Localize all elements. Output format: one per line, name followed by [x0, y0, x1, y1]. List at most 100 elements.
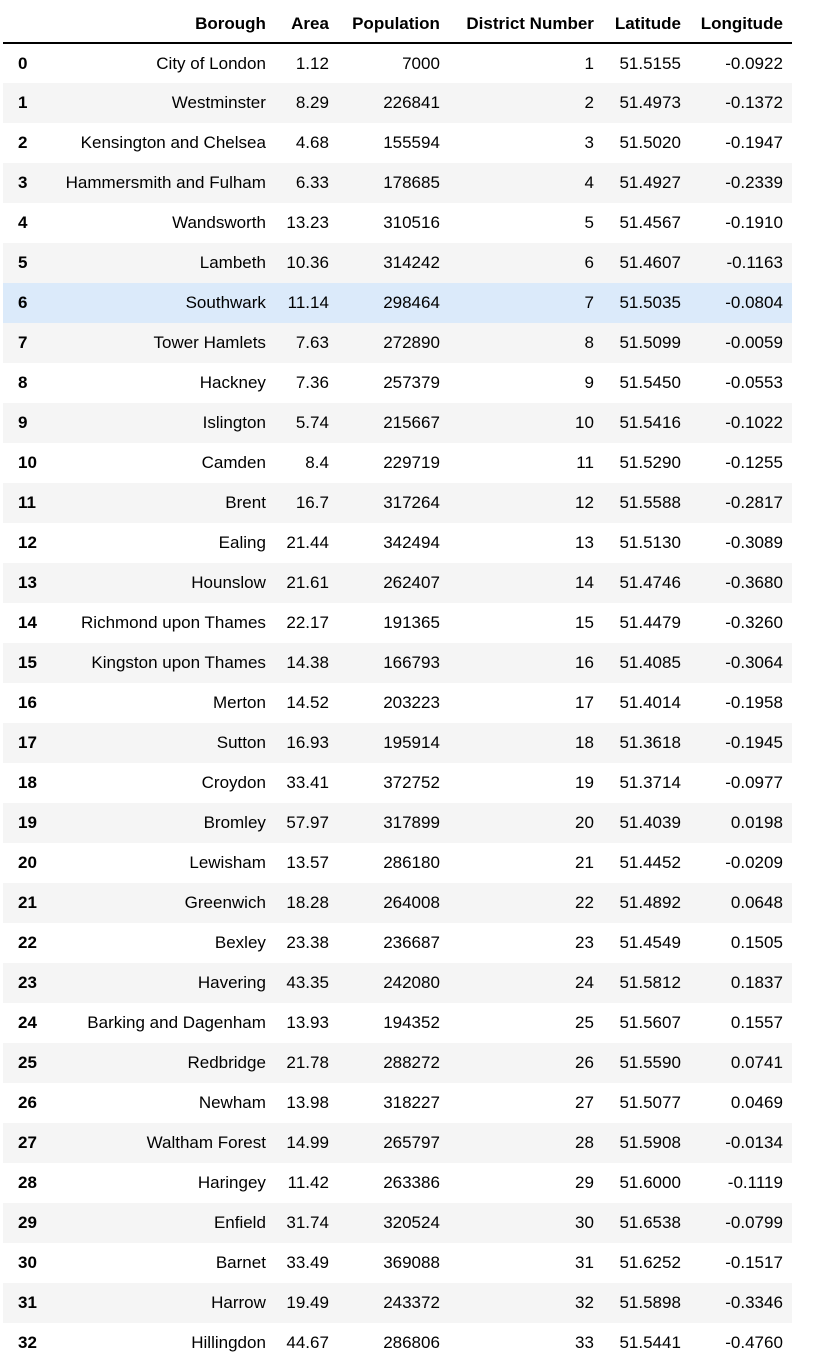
table-row: 20 Lewisham 13.57 286180 21 51.4452 -0.0209 [3, 843, 792, 883]
row-index: 27 [18, 1133, 37, 1152]
district-number-cell: 23 [575, 933, 594, 952]
population-cell: 264008 [383, 893, 440, 912]
borough-table: Borough Area Population District Number … [3, 5, 792, 1363]
borough-cell: Hounslow [191, 573, 266, 592]
borough-cell: Lewisham [189, 853, 266, 872]
area-cell: 22.17 [286, 613, 329, 632]
latitude-cell: 51.3618 [619, 733, 681, 752]
population-cell: 257379 [383, 373, 440, 392]
latitude-cell: 51.4746 [619, 573, 681, 592]
area-cell: 11.42 [287, 1173, 329, 1192]
longitude-cell: -0.1163 [726, 253, 783, 272]
table-row: 19 Bromley 57.97 317899 20 51.4039 0.0198 [3, 803, 792, 843]
longitude-cell: -0.0059 [725, 333, 783, 352]
table-row: 22 Bexley 23.38 236687 23 51.4549 0.1505 [3, 923, 792, 963]
latitude-cell: 51.4973 [619, 93, 681, 112]
area-cell: 21.61 [286, 573, 329, 592]
table-row: 2 Kensington and Chelsea 4.68 155594 3 51.502… [3, 123, 792, 163]
row-index: 15 [18, 653, 37, 672]
district-number-cell: 18 [575, 733, 594, 752]
population-cell: 262407 [383, 573, 440, 592]
row-index: 20 [18, 853, 37, 872]
borough-cell: Richmond upon Thames [81, 613, 266, 632]
borough-cell: Hammersmith and Fulham [65, 173, 266, 192]
borough-cell: Islington [202, 413, 266, 432]
row-index: 7 [18, 333, 28, 352]
population-cell: 318227 [383, 1093, 440, 1112]
district-number-cell: 32 [575, 1293, 594, 1312]
longitude-cell: -0.3089 [725, 533, 783, 552]
table-row: 27 Waltham Forest 14.99 265797 28 51.5908 -0.0… [3, 1123, 792, 1163]
borough-cell: Wandsworth [172, 213, 266, 232]
borough-cell: Bromley [203, 813, 266, 832]
longitude-cell: -0.0553 [725, 373, 783, 392]
longitude-cell: -0.1958 [725, 693, 783, 712]
district-number-cell: 12 [575, 493, 594, 512]
table-row: 0 City of London 1.12 7000 1 51.5155 -0.0922 [3, 43, 792, 83]
table-row: 3 Hammersmith and Fulham 6.33 178685 4 51.492… [3, 163, 792, 203]
longitude-cell: 0.1837 [730, 973, 783, 992]
borough-cell: Enfield [213, 1213, 266, 1232]
row-index: 8 [18, 373, 28, 392]
population-cell: 243372 [383, 1293, 440, 1312]
district-number-cell: 30 [575, 1213, 594, 1232]
table-row: 5 Lambeth 10.36 314242 6 51.4607 -0.1163 [3, 243, 792, 283]
area-cell: 13.98 [286, 1093, 329, 1112]
borough-cell: Tower Hamlets [153, 333, 266, 352]
longitude-cell: -0.1119 [727, 1173, 783, 1192]
area-cell: 31.74 [286, 1213, 329, 1232]
population-cell: 286180 [383, 853, 440, 872]
table-row: 30 Barnet 33.49 369088 31 51.6252 -0.1517 [3, 1243, 792, 1283]
table-row: 28 Haringey 11.42 263386 29 51.6000 -0.1119 [3, 1163, 792, 1203]
borough-cell: Hackney [199, 373, 266, 392]
area-cell: 14.99 [286, 1133, 329, 1152]
population-cell: 236687 [383, 933, 440, 952]
area-cell: 6.33 [295, 173, 329, 192]
dataframe-output: Borough Area Population District Number … [3, 5, 792, 1363]
latitude-cell: 51.4085 [619, 653, 681, 672]
longitude-cell: 0.0648 [730, 893, 783, 912]
area-cell: 16.7 [295, 493, 329, 512]
table-row: 23 Havering 43.35 242080 24 51.5812 0.1837 [3, 963, 792, 1003]
row-index: 11 [18, 493, 36, 512]
row-index: 2 [18, 133, 28, 152]
longitude-cell: -0.1372 [725, 93, 783, 112]
latitude-cell: 51.4452 [619, 853, 681, 872]
district-number-cell: 14 [575, 573, 594, 592]
latitude-cell: 51.5898 [619, 1293, 681, 1312]
row-index: 6 [18, 293, 28, 312]
population-cell: 317899 [383, 813, 440, 832]
table-row: 29 Enfield 31.74 320524 30 51.6538 -0.0799 [3, 1203, 792, 1243]
longitude-cell: -0.1255 [725, 453, 783, 472]
latitude-cell: 51.5607 [619, 1013, 681, 1032]
population-cell: 178685 [383, 173, 440, 192]
population-cell: 369088 [383, 1253, 440, 1272]
borough-cell: Kensington and Chelsea [80, 133, 266, 152]
population-cell: 342494 [383, 533, 440, 552]
latitude-cell: 51.5441 [619, 1333, 681, 1352]
area-cell: 33.41 [286, 773, 329, 792]
latitude-cell: 51.4014 [619, 693, 681, 712]
latitude-cell: 51.5450 [619, 373, 681, 392]
longitude-cell: -0.0209 [725, 853, 783, 872]
latitude-cell: 51.5416 [619, 413, 681, 432]
district-number-cell: 9 [584, 373, 594, 392]
latitude-cell: 51.5290 [619, 453, 681, 472]
row-index: 29 [18, 1213, 37, 1232]
population-cell: 166793 [383, 653, 440, 672]
table-row: 17 Sutton 16.93 195914 18 51.3618 -0.1945 [3, 723, 792, 763]
district-number-cell: 1 [584, 53, 594, 73]
latitude-cell: 51.5590 [619, 1053, 681, 1072]
population-cell: 226841 [383, 93, 440, 112]
district-number-cell: 28 [575, 1133, 594, 1152]
row-index: 30 [18, 1253, 37, 1272]
row-index: 31 [18, 1293, 37, 1312]
table-header: Borough Area Population District Number … [3, 5, 792, 44]
table-row: 7 Tower Hamlets 7.63 272890 8 51.5099 -0.0059 [3, 323, 792, 363]
latitude-cell: 51.5812 [619, 973, 681, 992]
table-row: 13 Hounslow 21.61 262407 14 51.4746 -0.3680 [3, 563, 792, 603]
district-number-cell: 24 [575, 973, 594, 992]
row-index: 17 [18, 733, 37, 752]
row-index: 12 [18, 533, 37, 552]
area-cell: 19.49 [286, 1293, 329, 1312]
